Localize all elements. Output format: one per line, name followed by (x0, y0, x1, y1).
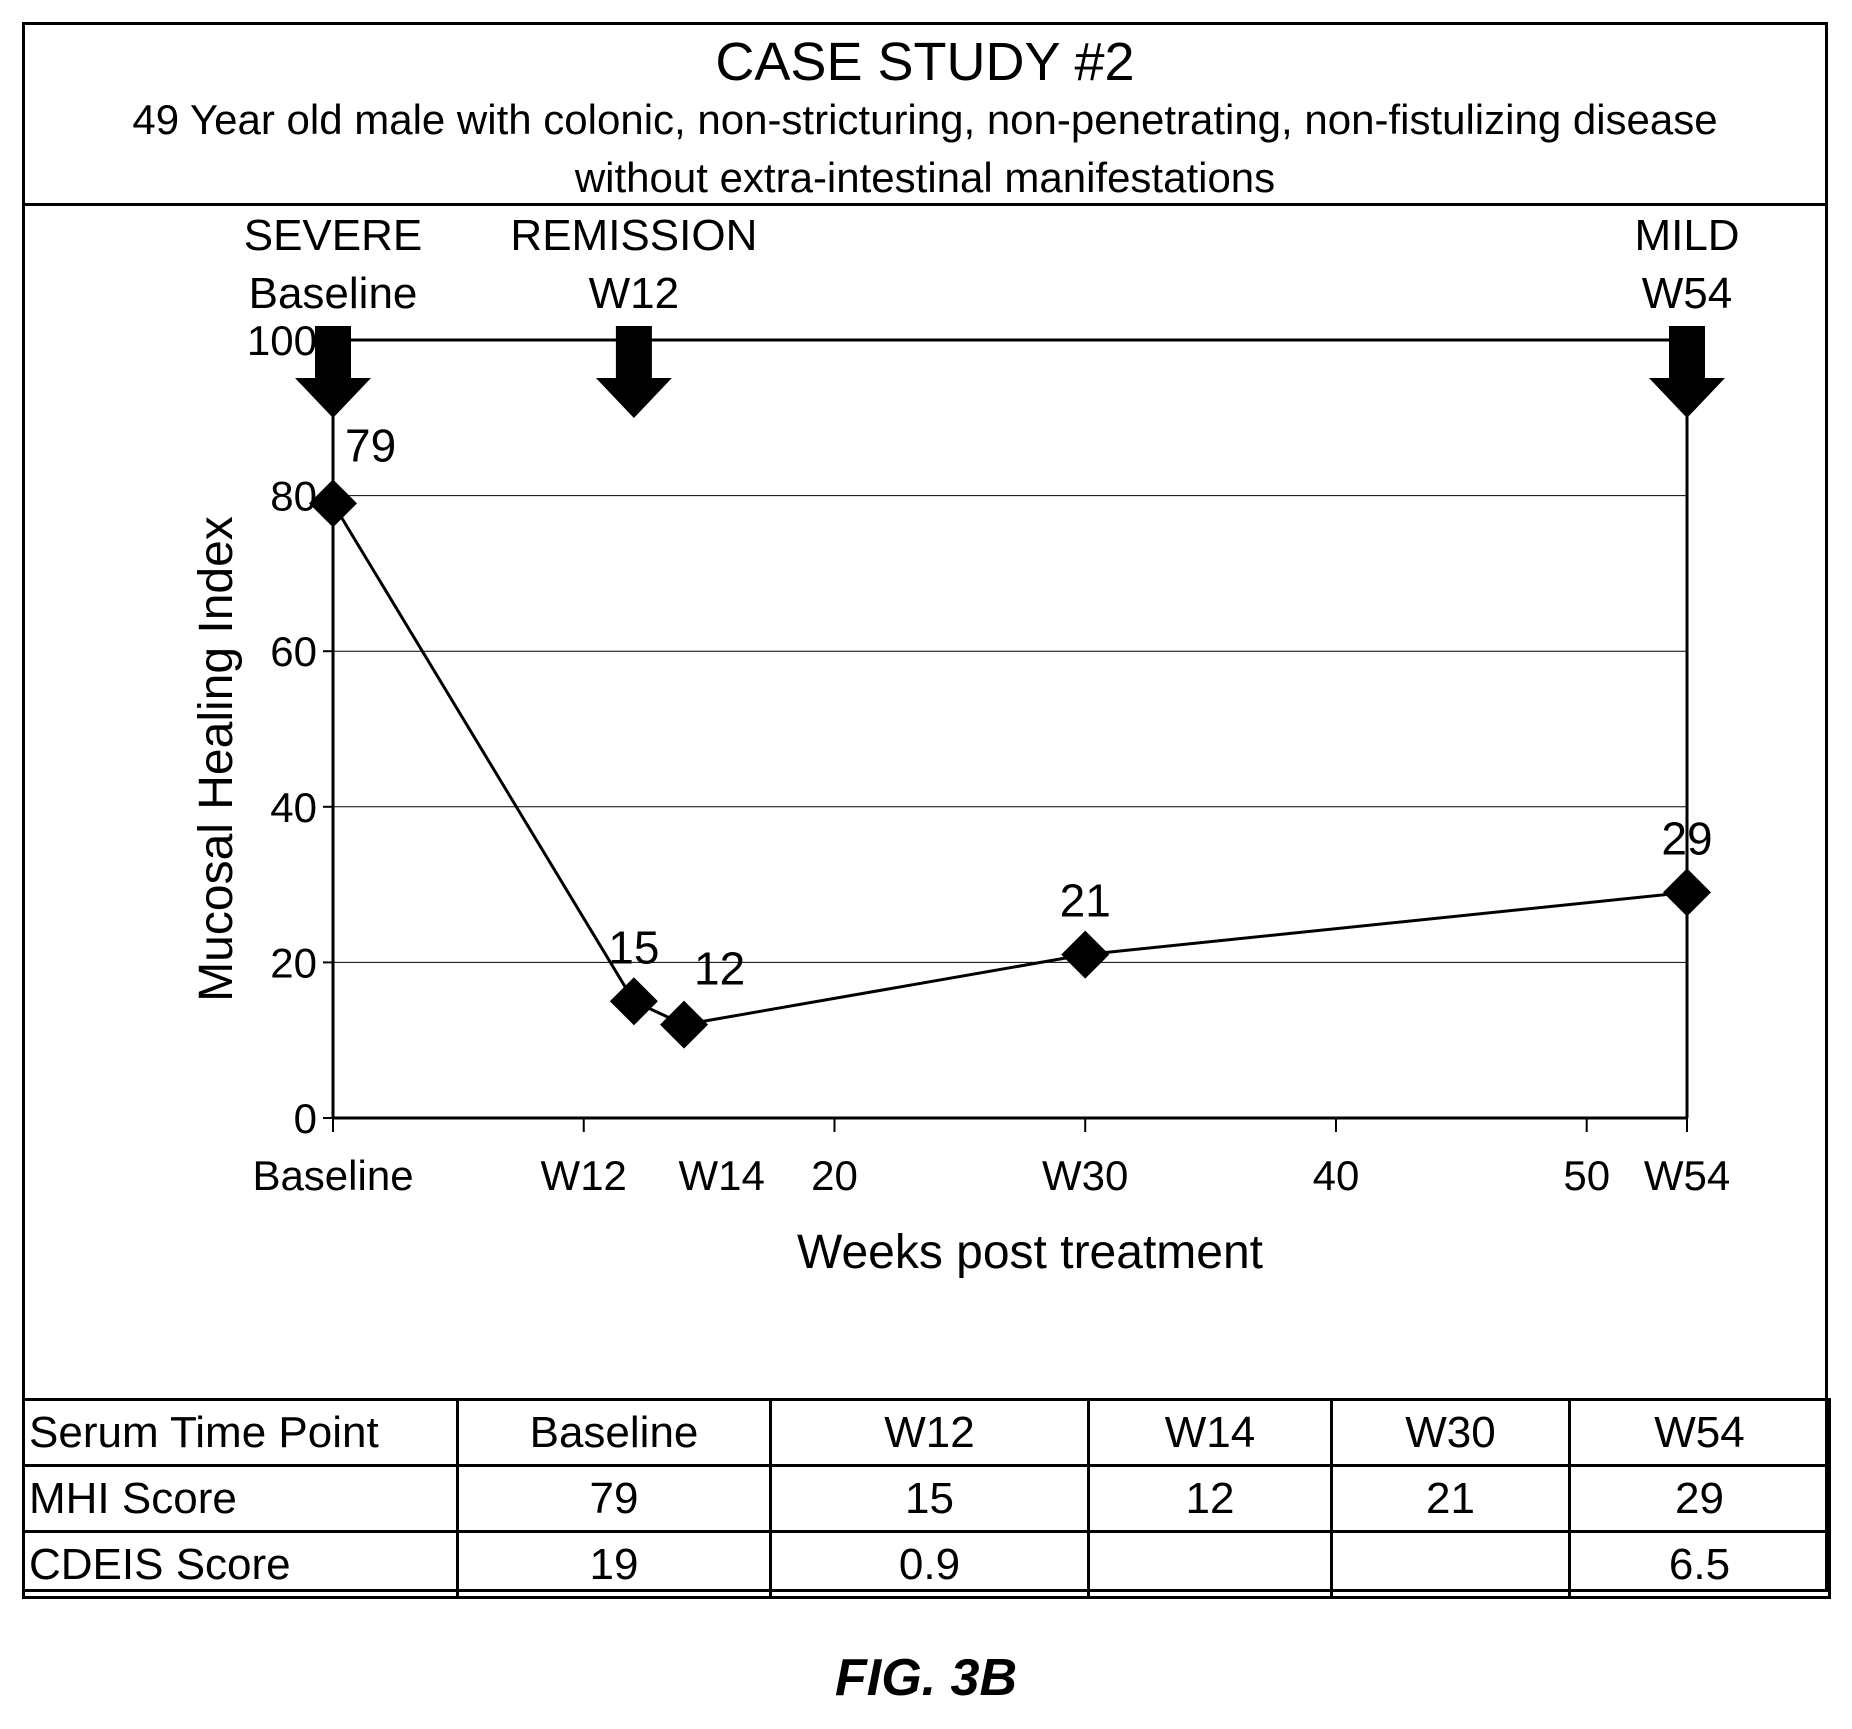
table-cell: 15 (769, 1464, 1090, 1533)
table-row: MHI Score 79 15 12 21 29 (22, 1464, 1831, 1533)
marker-status-label: MILD (1634, 211, 1739, 260)
x-tick-label: 20 (811, 1152, 858, 1199)
x-tick-label: W30 (1042, 1152, 1128, 1199)
data-label: 21 (1060, 875, 1111, 927)
data-point (1061, 930, 1110, 979)
x-tick-label: 50 (1563, 1152, 1610, 1199)
y-tick-label: 0 (294, 1095, 317, 1142)
x-tick-label: Baseline (252, 1152, 413, 1199)
marker-status-label: REMISSION (510, 211, 757, 260)
table-cell: 21 (1330, 1464, 1571, 1533)
down-arrow-icon (1649, 326, 1725, 418)
x-axis-label: Weeks post treatment (797, 1226, 1263, 1279)
data-label: 15 (608, 921, 659, 973)
table-cell (1087, 1530, 1333, 1599)
chart-subtitle-line1: 49 Year old male with colonic, non-stric… (132, 96, 1718, 143)
table-cell: 6.5 (1568, 1530, 1831, 1599)
data-point (309, 479, 357, 528)
figure-label: FIG. 3B (834, 1649, 1018, 1707)
x-tick-label: 40 (1313, 1152, 1360, 1199)
serum-score-table: Serum Time Point Baseline W12 W14 W30 W54 MHI … (22, 1398, 1831, 1599)
table-cell: W54 (1568, 1398, 1831, 1467)
marker-timepoint-label: W12 (589, 269, 679, 318)
down-arrow-icon (295, 326, 371, 418)
marker-status-label: SEVERE (244, 211, 423, 260)
down-arrow-icon (595, 326, 672, 418)
table-row: Serum Time Point Baseline W12 W14 W30 W54 (22, 1398, 1831, 1467)
table-cell: 0.9 (769, 1530, 1090, 1599)
data-label: 29 (1661, 812, 1712, 864)
title-box: CASE STUDY #2 49 Year old male with colo… (25, 25, 1825, 206)
x-tick-label: W54 (1644, 1152, 1730, 1199)
table-cell: W14 (1087, 1398, 1333, 1467)
table-cell: W12 (769, 1398, 1090, 1467)
chart-title: CASE STUDY #2 (715, 32, 1135, 92)
y-tick-label: 100 (247, 317, 317, 364)
data-label: 79 (345, 419, 396, 471)
chart-subtitle-line2: without extra-intestinal manifestations (574, 154, 1276, 201)
y-tick-label: 60 (270, 628, 317, 675)
figure-frame: CASE STUDY #2 49 Year old male with colo… (22, 22, 1828, 1592)
data-point (1663, 868, 1711, 917)
table-row: CDEIS Score 19 0.9 6.5 (22, 1530, 1831, 1599)
table-cell: 79 (456, 1464, 772, 1533)
y-tick-label: 40 (270, 784, 317, 831)
data-point (609, 977, 658, 1026)
table-row-header: CDEIS Score (22, 1530, 459, 1599)
table-cell: 19 (456, 1530, 772, 1599)
series-line (331, 502, 1688, 1027)
table-cell (1330, 1530, 1571, 1599)
y-tick-label: 20 (270, 939, 317, 986)
table-cell: 12 (1087, 1464, 1333, 1533)
table-cell: W30 (1330, 1398, 1571, 1467)
x-tick-label: W14 (678, 1152, 764, 1199)
table-cell: Baseline (456, 1398, 772, 1467)
y-axis-label: Mucosal Healing Index (190, 516, 243, 1002)
table-row-header: Serum Time Point (22, 1398, 459, 1467)
table-cell: 29 (1568, 1464, 1831, 1533)
data-point (660, 1000, 709, 1049)
x-tick-label: W12 (541, 1152, 627, 1199)
y-tick-label: 80 (270, 473, 317, 520)
data-label: 12 (694, 943, 745, 995)
table-row-header: MHI Score (22, 1464, 459, 1533)
marker-timepoint-label: Baseline (249, 269, 418, 318)
marker-timepoint-label: W54 (1642, 269, 1732, 318)
